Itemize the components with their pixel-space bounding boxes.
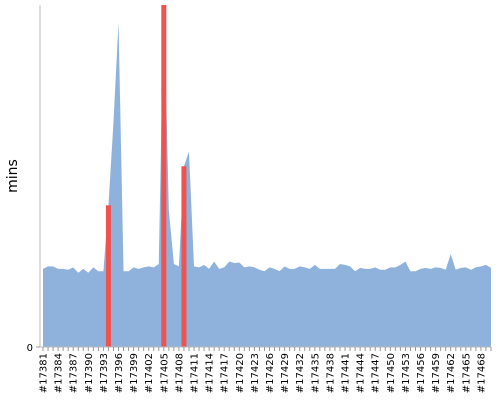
x-tick-label: #17429 <box>280 353 291 393</box>
x-tick-label: #17399 <box>129 353 140 393</box>
x-tick-label: #17435 <box>310 353 321 393</box>
x-tick-label: #17468 <box>476 353 487 393</box>
x-tick-label: #17465 <box>461 353 472 393</box>
failed-build-bar <box>105 205 111 347</box>
x-tick-label: #17441 <box>341 353 352 393</box>
x-tick-label: #17450 <box>386 353 397 393</box>
x-tick-label: #17432 <box>295 353 306 393</box>
y-tick-label: 0 <box>27 343 33 354</box>
x-tick-label: #17438 <box>325 353 336 393</box>
x-tick-label: #17387 <box>69 353 80 393</box>
x-tick-label: #17426 <box>265 353 276 393</box>
x-tick-label: #17462 <box>446 353 457 393</box>
x-tick-label: #17402 <box>144 353 155 393</box>
failed-build-bar <box>181 166 187 347</box>
x-tick-label: #17459 <box>431 353 442 393</box>
x-tick-label: #17384 <box>54 353 65 393</box>
x-tick-label: #17420 <box>235 353 246 393</box>
x-tick-label: #17417 <box>220 353 231 393</box>
x-tick-label: #17444 <box>356 353 367 393</box>
x-tick-label: #17447 <box>371 353 382 393</box>
failed-build-bar <box>161 5 167 347</box>
x-tick-label: #17381 <box>39 353 50 393</box>
x-tick-label: #17405 <box>159 353 170 393</box>
x-tick-label: #17414 <box>205 353 216 393</box>
x-tick-label: #17456 <box>416 353 427 393</box>
x-tick-label: #17411 <box>190 353 201 393</box>
x-tick-label: #17453 <box>401 353 412 393</box>
build-time-area <box>43 5 491 347</box>
y-axis-label: mins <box>5 159 21 193</box>
x-tick-label: #17423 <box>250 353 261 393</box>
x-tick-label: #17393 <box>99 353 110 393</box>
x-tick-label: #17390 <box>84 353 95 393</box>
plot-area <box>43 5 491 347</box>
x-tick-label: #17396 <box>114 353 125 393</box>
x-tick-label: #17408 <box>174 353 185 393</box>
